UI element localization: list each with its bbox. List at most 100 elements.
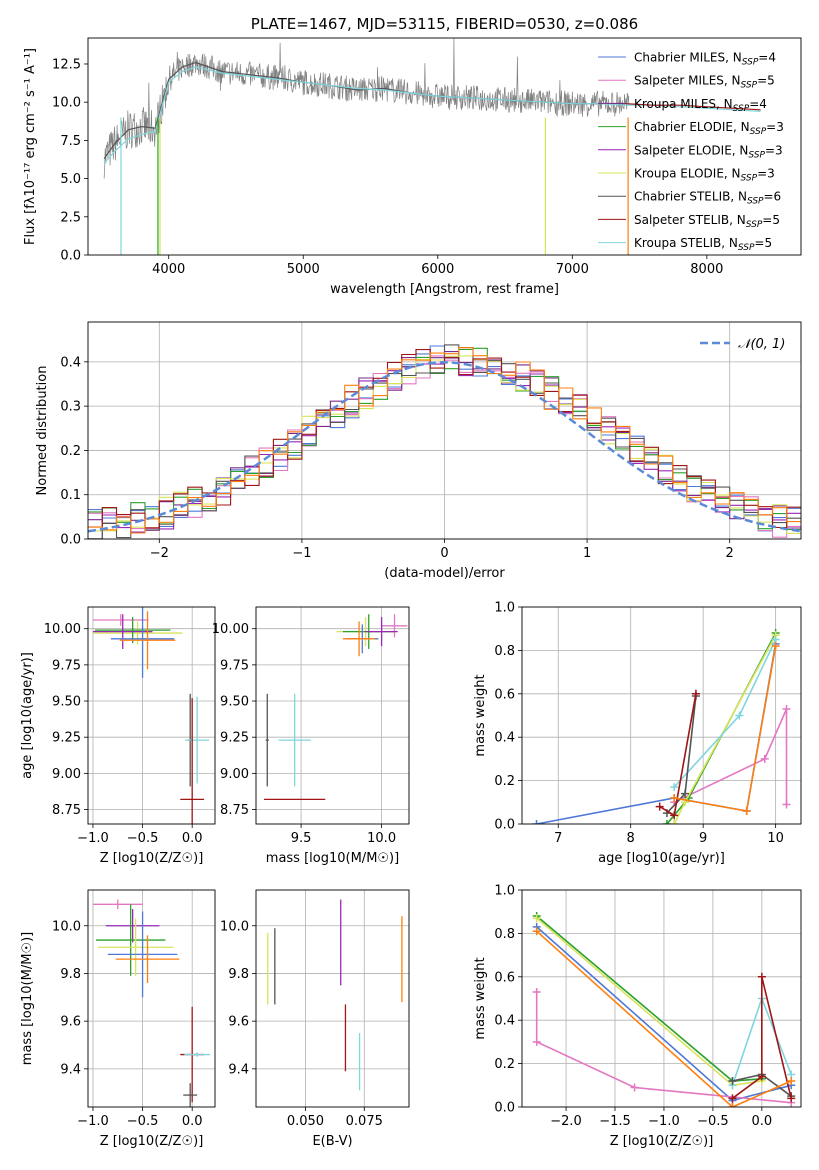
y-tick-label: 0.0 xyxy=(60,249,81,264)
weight-line xyxy=(536,930,792,1107)
legend-entry-main: Chabrier STELIB, N xyxy=(634,190,747,204)
weight-marker xyxy=(630,1083,639,1092)
legend-entry-tail: =4 xyxy=(758,51,776,65)
weight-marker xyxy=(655,802,664,811)
weight-marker xyxy=(782,704,791,713)
legend-entry-sub: SSP xyxy=(747,197,764,207)
y-tick-label: 9.00 xyxy=(220,767,249,782)
x-axis-label: Z [log10(Z/Z☉)] xyxy=(100,851,204,866)
x-tick-label: 8 xyxy=(627,831,635,846)
y-axis-label: Flux [fλ10⁻¹⁷ erg cm⁻² s⁻¹ A⁻¹] xyxy=(23,48,38,245)
weight-marker xyxy=(735,711,744,720)
y-tick-label: 0.4 xyxy=(494,1014,515,1029)
weight-marker xyxy=(532,1037,541,1046)
legend-entry: Chabrier STELIB, NSSP=6 xyxy=(634,190,781,207)
x-tick-label: 0.050 xyxy=(287,1114,324,1129)
chart-mass_vs_EBV: 0.050 0.075 9.4 9.6 9.8 10.0 E(B-V) xyxy=(220,889,410,1149)
legend-entry: Chabrier ELODIE, NSSP=3 xyxy=(634,120,784,137)
legend-entry-sub: SSP xyxy=(748,150,765,160)
y-tick-label: 0.4 xyxy=(60,355,81,370)
y-tick-label: 1.0 xyxy=(494,884,515,899)
y-tick-label: 1.0 xyxy=(494,601,515,616)
x-tick-label: 0.075 xyxy=(346,1114,383,1129)
legend-entry: Chabrier MILES, NSSP=4 xyxy=(634,51,776,68)
legend-entry-main: Salpeter ELODIE, N xyxy=(634,143,748,157)
x-tick-label: −0.5 xyxy=(697,1114,729,1129)
legend-entry-tail: =5 xyxy=(757,74,775,88)
chart-age_vs_Z: −1.0 −0.5 0.0 8.75 9.00 9.25 9.50 9.75 10.00 Z [l… xyxy=(20,606,216,866)
legend-entry-tail: =5 xyxy=(762,213,780,227)
y-tick-label: 9.25 xyxy=(220,731,249,746)
y-tick-label: 0.3 xyxy=(60,400,81,415)
legend-entry-tail: =3 xyxy=(765,143,783,157)
histogram-step xyxy=(88,347,801,534)
weight-marker xyxy=(532,914,541,923)
normal-curve xyxy=(88,361,801,533)
y-axis-label: mass weight xyxy=(473,957,488,1039)
y-tick-label: 9.8 xyxy=(228,967,249,982)
legend-entry-tail: =3 xyxy=(766,120,784,134)
x-tick-label: −1.0 xyxy=(648,1114,680,1129)
y-tick-label: 8.75 xyxy=(220,803,249,818)
y-tick-label: 0.8 xyxy=(494,644,515,659)
x-axis-label: (data-model)/error xyxy=(384,566,505,581)
x-axis-label: age [log10(age/yr)] xyxy=(598,851,725,866)
x-tick-label: 7000 xyxy=(556,262,589,277)
y-tick-label: 0.2 xyxy=(494,774,515,789)
weight-marker xyxy=(728,1076,737,1085)
legend-entry-tail: =4 xyxy=(749,97,767,111)
weight-marker xyxy=(728,1103,737,1107)
y-tick-label: 0.0 xyxy=(494,1101,515,1116)
weight-line xyxy=(535,992,792,1104)
y-tick-label: 9.8 xyxy=(60,967,81,982)
weight-line xyxy=(666,695,697,814)
y-tick-label: 9.00 xyxy=(52,767,81,782)
axes-frame xyxy=(255,606,410,825)
weight-marker xyxy=(787,1076,796,1085)
legend-entry-sub: SSP xyxy=(738,243,755,253)
legend-entry-main: Kroupa STELIB, N xyxy=(634,236,738,250)
y-tick-label: 10.0 xyxy=(220,919,249,934)
x-tick-label: 10.0 xyxy=(367,831,396,846)
chart-residuals: −2 −1 0 1 2 0.0 0.1 0.2 0.3 0.4 (data-model)/error… xyxy=(35,321,802,581)
chart-title: PLATE=1467, MJD=53115, FIBERID=0530, z=0… xyxy=(251,15,638,33)
y-tick-label: 10.0 xyxy=(52,919,81,934)
x-tick-label: 9.5 xyxy=(291,831,312,846)
y-tick-label: 0.6 xyxy=(494,970,515,985)
weight-line xyxy=(536,917,762,1087)
legend-entry-main: Salpeter STELIB, N xyxy=(634,213,746,227)
legend-entry: Salpeter STELIB, NSSP=5 xyxy=(634,213,780,230)
legend-entry-main: Kroupa ELODIE, N xyxy=(634,167,741,181)
model-line xyxy=(103,66,761,164)
legend-entry-sub: SSP xyxy=(733,104,750,114)
legend-entry: Kroupa ELODIE, NSSP=3 xyxy=(634,167,775,184)
chart-spectrum: 4000 5000 6000 7000 8000 0.0 2.5 5.0 7.5 10.0 12.5… xyxy=(23,15,802,297)
weight-marker xyxy=(742,806,751,815)
weight-marker xyxy=(771,642,780,651)
x-tick-label: 5000 xyxy=(287,262,320,277)
plot-area xyxy=(92,607,210,824)
plot-area xyxy=(92,899,211,1107)
chart-mass_weight_vs_age: 7 8 9 10 0.0 0.2 0.4 0.6 0.8 1.0 age [log10(age/yr… xyxy=(473,601,802,866)
x-tick-label: −0.5 xyxy=(127,831,159,846)
weight-marker xyxy=(787,1094,796,1103)
legend-entry-sub: SSP xyxy=(741,81,758,91)
y-axis-label: age [log10(age/yr)] xyxy=(20,652,35,779)
legend-entry-sub: SSP xyxy=(750,127,767,137)
y-tick-label: 0.2 xyxy=(60,444,81,459)
x-tick-label: 2 xyxy=(726,546,734,561)
y-tick-label: 10.00 xyxy=(44,622,81,637)
axes-frame xyxy=(87,606,216,825)
axes-frame xyxy=(87,37,802,256)
legend-entry: Kroupa STELIB, NSSP=5 xyxy=(634,236,772,253)
x-axis-label: Z [log10(Z/Z☉)] xyxy=(100,1134,204,1149)
weight-marker xyxy=(760,754,769,763)
weight-marker xyxy=(691,689,700,698)
y-tick-label: 0.4 xyxy=(494,731,515,746)
weight-marker xyxy=(532,987,541,996)
y-tick-label: 9.75 xyxy=(220,658,249,673)
legend-entry-main: Salpeter MILES, N xyxy=(634,74,741,88)
weight-marker xyxy=(782,800,791,809)
x-tick-label: 9 xyxy=(699,831,707,846)
